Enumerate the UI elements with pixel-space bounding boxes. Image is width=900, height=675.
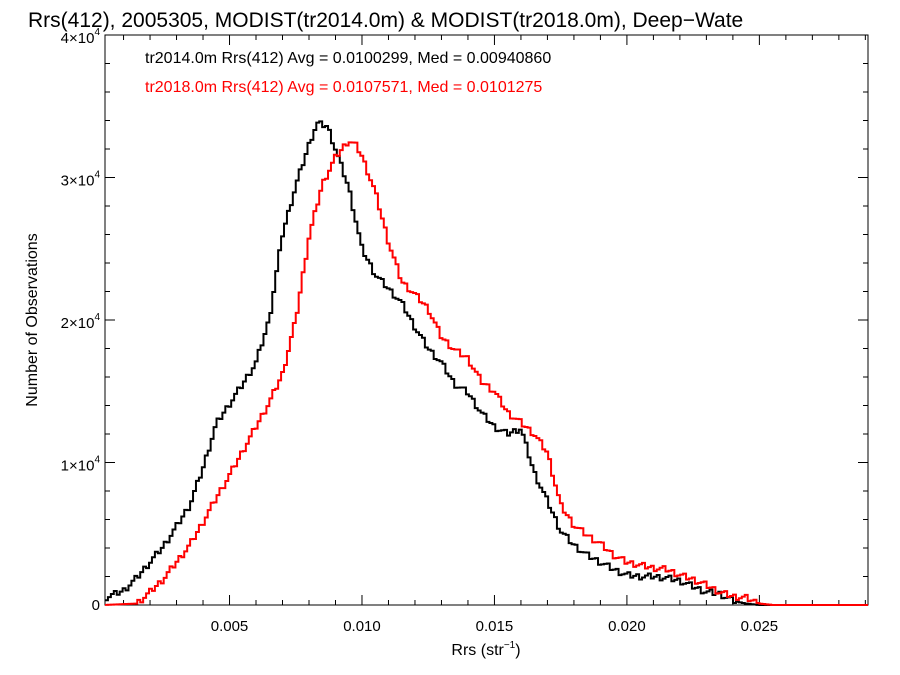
- x-tick-label: 0.025: [741, 618, 779, 635]
- y-tick-label: 4×104: [61, 27, 101, 47]
- series-layer: [105, 120, 868, 606]
- y-tick-label-base: 1×10: [61, 458, 95, 475]
- y-tick-label: 2×104: [61, 312, 101, 332]
- x-tick-label: 0.015: [476, 618, 514, 635]
- legend-entry-tr2018: tr2018.0m Rrs(412) Avg = 0.0107571, Med …: [145, 79, 542, 96]
- x-tick-label: 0.005: [211, 618, 249, 635]
- x-tick-label: 0.010: [343, 618, 381, 635]
- y-tick-label-exponent: 4: [94, 27, 100, 38]
- x-axis-label-suffix: ): [515, 642, 520, 659]
- legend-entry-tr2014: tr2014.0m Rrs(412) Avg = 0.0100299, Med …: [145, 50, 551, 67]
- series-line-tr2018.0m: [105, 141, 868, 606]
- y-tick-label: 1×104: [61, 455, 101, 475]
- y-tick-label-exponent: 4: [94, 312, 100, 323]
- y-tick-label: 3×104: [61, 170, 101, 190]
- x-axis-label-text: Rrs (str: [451, 642, 504, 659]
- series-line-tr2014.0m: [105, 120, 868, 606]
- y-tick-label-exponent: 4: [94, 170, 100, 181]
- y-tick-label-base: 3×10: [61, 173, 95, 190]
- y-tick-label-base: 2×10: [61, 315, 95, 332]
- x-axis-ticks: 0.005 0.010 0.015 0.020 0.025: [123, 35, 866, 635]
- x-tick-label: 0.020: [608, 618, 646, 635]
- plot-frame: [104, 34, 869, 606]
- y-tick-label: 0: [92, 597, 100, 614]
- x-axis-label: Rrs (str−1): [451, 640, 520, 659]
- y-tick-label-exponent: 4: [94, 455, 100, 466]
- y-axis-label: Number of Observations: [24, 233, 41, 406]
- y-tick-label-base: 4×10: [61, 30, 95, 47]
- chart-title: Rrs(412), 2005305, MODIST(tr2014.0m) & M…: [28, 9, 743, 32]
- y-tick-label-base: 0: [92, 597, 100, 614]
- x-axis-label-superscript: −1: [504, 640, 516, 651]
